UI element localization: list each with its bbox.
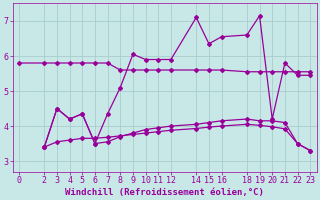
X-axis label: Windchill (Refroidissement éolien,°C): Windchill (Refroidissement éolien,°C) <box>65 188 264 197</box>
